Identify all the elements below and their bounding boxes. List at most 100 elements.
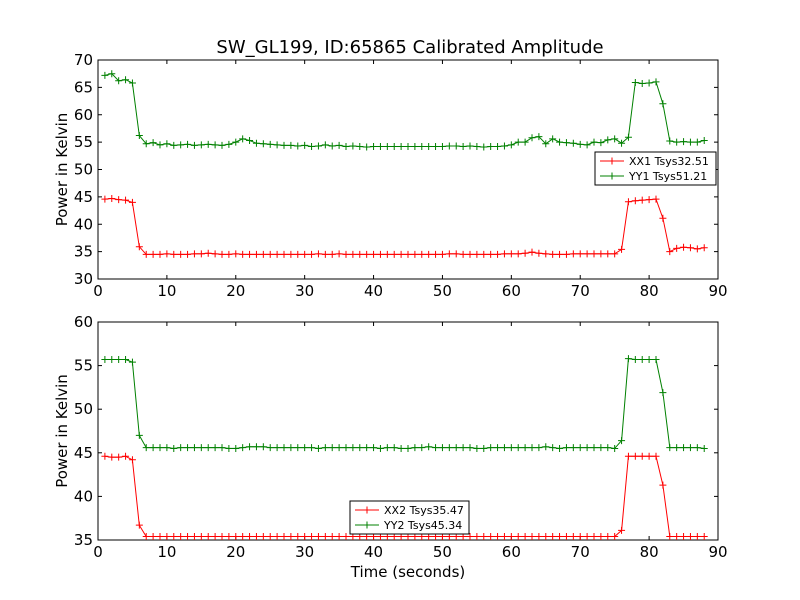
- data-point-marker: [562, 444, 570, 452]
- data-point-marker: [301, 141, 309, 149]
- data-point-marker: [239, 533, 247, 541]
- plots-container: 0 10 20 30 40 50 60 70 80 90 30 35 40 45 50 55 60 65 70 Pow…: [53, 51, 728, 581]
- data-point-marker: [693, 444, 701, 452]
- data-point-marker: [583, 533, 591, 541]
- data-point-marker: [611, 135, 619, 143]
- data-point-marker: [411, 250, 419, 258]
- data-point-marker: [308, 533, 316, 541]
- data-point-marker: [211, 141, 219, 149]
- data-point-marker: [190, 533, 198, 541]
- data-point-marker: [356, 143, 364, 151]
- y-tick-label: 55: [74, 357, 93, 375]
- data-point-marker: [266, 140, 274, 148]
- data-point-marker: [218, 141, 226, 149]
- data-point-marker: [363, 143, 371, 151]
- y-tick-label: 55: [74, 133, 93, 151]
- data-point-marker: [156, 533, 164, 541]
- data-point-marker: [466, 444, 474, 452]
- data-point-marker: [569, 139, 577, 147]
- data-point-marker: [308, 143, 316, 151]
- data-point-marker: [335, 444, 343, 452]
- data-point-marker: [487, 533, 495, 541]
- data-point-marker: [569, 250, 577, 258]
- data-point-marker: [314, 444, 322, 452]
- data-point-marker: [535, 533, 543, 541]
- data-point-marker: [135, 521, 143, 529]
- data-point-marker: [108, 195, 116, 203]
- data-point-marker: [583, 141, 591, 149]
- data-point-marker: [631, 452, 639, 460]
- data-point-marker: [246, 250, 254, 258]
- data-point-marker: [314, 250, 322, 258]
- data-point-marker: [363, 250, 371, 258]
- data-point-marker: [473, 143, 481, 151]
- data-point-marker: [225, 533, 233, 541]
- data-point-marker: [135, 243, 143, 251]
- data-point-marker: [184, 250, 192, 258]
- data-point-marker: [576, 444, 584, 452]
- data-point-marker: [135, 132, 143, 140]
- data-point-marker: [611, 444, 619, 452]
- data-point-marker: [287, 533, 295, 541]
- data-point-marker: [659, 389, 667, 397]
- data-point-marker: [383, 250, 391, 258]
- data-point-marker: [549, 444, 557, 452]
- data-point-marker: [156, 141, 164, 149]
- data-point-marker: [211, 250, 219, 258]
- data-point-marker: [466, 250, 474, 258]
- data-point-marker: [204, 140, 212, 148]
- data-point-marker: [500, 533, 508, 541]
- series-2: [101, 355, 708, 452]
- data-point-marker: [418, 444, 426, 452]
- data-point-marker: [466, 142, 474, 150]
- x-tick-label: 90: [708, 543, 727, 561]
- data-point-marker: [108, 453, 116, 461]
- x-tick-label: 30: [295, 543, 314, 561]
- data-point-marker: [390, 444, 398, 452]
- data-point-marker: [170, 444, 178, 452]
- data-point-marker: [404, 250, 412, 258]
- data-point-marker: [487, 250, 495, 258]
- data-point-marker: [638, 452, 646, 460]
- data-point-marker: [149, 533, 157, 541]
- data-point-marker: [321, 444, 329, 452]
- x-tick-label: 0: [93, 282, 103, 300]
- data-point-marker: [500, 142, 508, 150]
- data-point-marker: [590, 533, 598, 541]
- data-point-marker: [680, 444, 688, 452]
- data-point-marker: [101, 355, 109, 363]
- data-point-marker: [308, 250, 316, 258]
- x-axis-label: Time (seconds): [350, 563, 466, 581]
- data-point-marker: [507, 250, 515, 258]
- data-point-marker: [301, 533, 309, 541]
- data-point-marker: [342, 143, 350, 151]
- data-point-marker: [549, 250, 557, 258]
- data-point-marker: [294, 142, 302, 150]
- data-point-marker: [108, 355, 116, 363]
- data-point-marker: [411, 444, 419, 452]
- data-point-marker: [528, 444, 536, 452]
- data-point-marker: [328, 250, 336, 258]
- data-point-marker: [700, 136, 708, 144]
- data-point-marker: [445, 250, 453, 258]
- data-point-marker: [122, 355, 130, 363]
- data-point-marker: [432, 444, 440, 452]
- data-point-marker: [521, 249, 529, 257]
- y-tick-label: 35: [74, 243, 93, 261]
- data-point-marker: [101, 195, 109, 203]
- legend-label: XX2 Tsys35.47: [384, 504, 464, 517]
- data-point-marker: [666, 444, 674, 452]
- data-point-marker: [487, 143, 495, 151]
- data-point-marker: [569, 533, 577, 541]
- data-point-marker: [514, 444, 522, 452]
- data-point-marker: [294, 250, 302, 258]
- data-point-marker: [638, 80, 646, 88]
- data-point-marker: [259, 140, 267, 148]
- data-point-marker: [184, 444, 192, 452]
- data-point-marker: [301, 250, 309, 258]
- y-tick-label: 30: [74, 270, 93, 288]
- data-point-marker: [211, 533, 219, 541]
- data-point-marker: [693, 245, 701, 253]
- figure-title: SW_GL199, ID:65865 Calibrated Amplitude: [216, 37, 603, 58]
- data-point-marker: [342, 250, 350, 258]
